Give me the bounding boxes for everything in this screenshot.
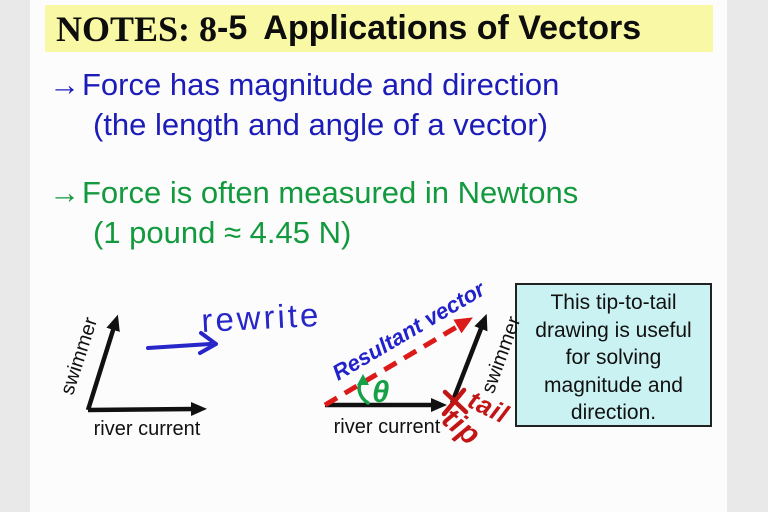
title-banner: NOTES: 8 -5 Applications of Vectors (45, 5, 713, 52)
callout-line: for solving (565, 346, 662, 369)
title-section-number: -5 (217, 9, 248, 47)
rewrite-arrowhead-icon (198, 331, 218, 355)
arrow-bullet-icon: → (49, 175, 80, 210)
callout-line: This tip-to-tail (550, 291, 677, 314)
angle-arrowhead-icon (357, 374, 369, 385)
component-diagram: swimmer river current rewrite (56, 296, 322, 440)
callout-line: drawing is useful (535, 318, 692, 342)
swimmer-vector-arrow (85, 314, 120, 411)
swimmer-label: swimmer (477, 313, 525, 396)
callout-box: This tip-to-tail drawing is useful for s… (515, 283, 712, 427)
river-current-label: river current (334, 416, 441, 438)
rewrite-annotation: rewrite (200, 296, 322, 339)
bullet-force-magnitude: →Force has magnitude and direction (the … (49, 65, 559, 145)
tip-tail-x-mark (441, 387, 469, 417)
swimmer-vector-arrow (449, 313, 488, 404)
callout-line: magnitude and (544, 373, 683, 397)
bullet-subtext: (the length and angle of a vector) (93, 107, 548, 142)
bullet-force-newtons: →Force is often measured in Newtons (1 p… (49, 173, 578, 253)
callout-line: direction. (570, 401, 657, 424)
bullet-text: Force has magnitude and direction (82, 67, 560, 102)
right-margin-strip (727, 0, 768, 512)
theta-angle-label: θ (372, 374, 389, 409)
bullet-line: →Force has magnitude and direction (49, 65, 559, 105)
resultant-vector-arrow (323, 317, 473, 408)
arrow-bullet-icon: → (49, 67, 80, 102)
bullet-text: Force is often measured in Newtons (82, 175, 579, 210)
bullet-line: →Force is often measured in Newtons (49, 173, 578, 213)
river-current-arrow (87, 402, 207, 417)
left-margin-strip (0, 0, 30, 512)
rewrite-arrow (146, 342, 212, 350)
bullet-subtext: (1 pound ≈ 4.45 N) (93, 215, 352, 250)
title-prefix: NOTES: 8 (56, 8, 218, 49)
vector-diagrams: swimmer river current rewrite Resultant … (0, 276, 768, 512)
tip-to-tail-diagram: Resultant vector θ river current swimmer… (323, 276, 525, 452)
river-current-label: river current (94, 418, 201, 440)
page-title: Applications of Vectors (263, 9, 642, 47)
